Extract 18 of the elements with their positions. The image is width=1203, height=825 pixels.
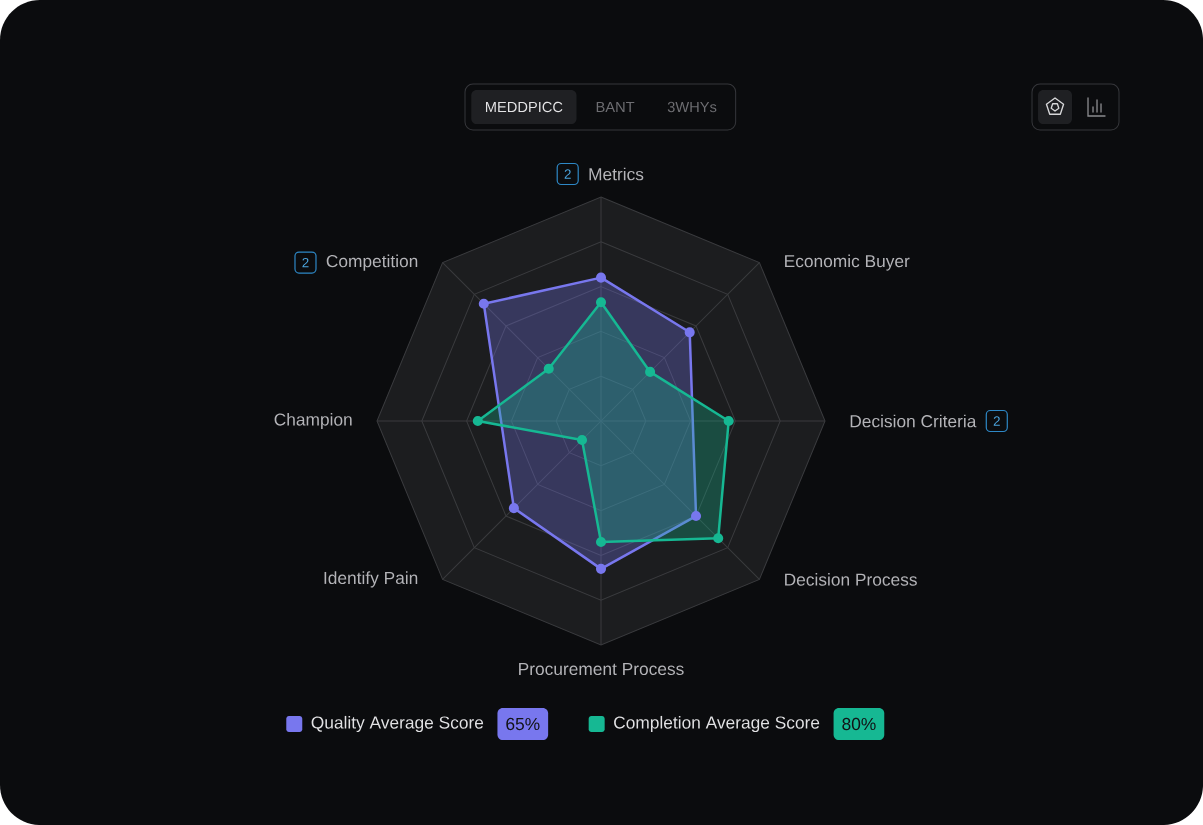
spoke-label: Decision Process bbox=[785, 573, 917, 586]
text: 2 bbox=[564, 169, 571, 179]
legend-label: Completion Average Score bbox=[614, 715, 820, 733]
text: 2 bbox=[302, 257, 309, 268]
spoke-label: Metrics bbox=[589, 167, 644, 181]
spoke-label: Decision Criteria bbox=[850, 414, 977, 428]
legend-label: Quality Average Score bbox=[311, 715, 484, 733]
text: 65% bbox=[506, 717, 540, 731]
spoke-label: Procurement Process bbox=[519, 662, 684, 676]
text: BANT bbox=[596, 101, 635, 113]
text: 2 bbox=[993, 416, 1000, 426]
spoke-label: Identify Pain bbox=[324, 571, 418, 588]
spoke-label: Champion bbox=[274, 412, 352, 430]
text: 3WHYs bbox=[667, 101, 717, 113]
text: 80% bbox=[842, 717, 876, 731]
spoke-label: Competition bbox=[326, 254, 418, 271]
text: MEDDPICC bbox=[485, 101, 563, 113]
spoke-label: Economic Buyer bbox=[785, 254, 910, 271]
